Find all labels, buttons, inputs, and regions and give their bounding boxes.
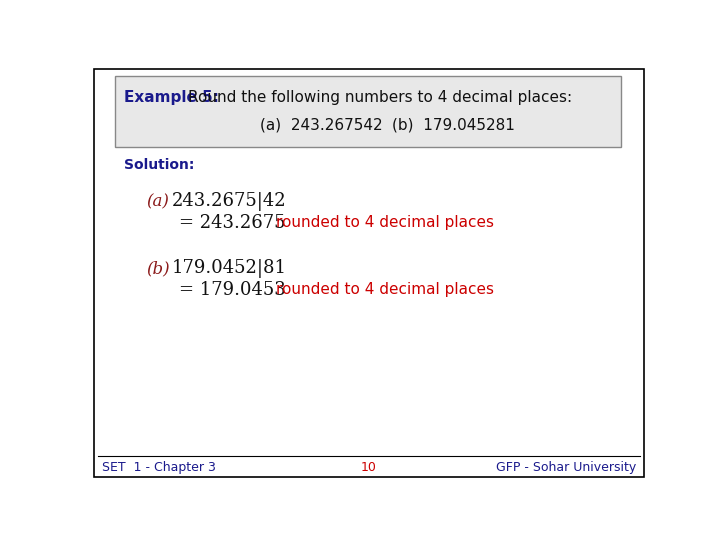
- Text: = 179.0453: = 179.0453: [179, 281, 286, 299]
- Bar: [114, 76, 621, 147]
- Text: 179.0452|81: 179.0452|81: [171, 259, 287, 278]
- Text: = 243.2675: = 243.2675: [179, 214, 286, 232]
- Text: (b): (b): [145, 260, 169, 278]
- Text: Solution:: Solution:: [124, 158, 194, 172]
- Text: GFP - Sohar University: GFP - Sohar University: [496, 461, 636, 474]
- Text: (b)  179.045281: (b) 179.045281: [392, 117, 515, 132]
- Text: 10: 10: [361, 461, 377, 474]
- Text: (a): (a): [145, 193, 168, 211]
- Text: Example 5:: Example 5:: [124, 90, 219, 105]
- Text: Round the following numbers to 4 decimal places:: Round the following numbers to 4 decimal…: [188, 90, 572, 105]
- Text: (a)  243.267542: (a) 243.267542: [261, 117, 383, 132]
- Text: rounded to 4 decimal places: rounded to 4 decimal places: [276, 282, 494, 297]
- Text: SET  1 - Chapter 3: SET 1 - Chapter 3: [102, 461, 215, 474]
- Text: rounded to 4 decimal places: rounded to 4 decimal places: [276, 215, 494, 230]
- Text: 243.2675|42: 243.2675|42: [171, 192, 286, 211]
